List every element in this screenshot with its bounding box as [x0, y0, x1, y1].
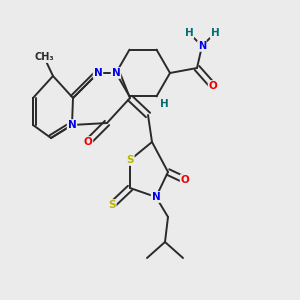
Text: H: H [184, 28, 194, 38]
Text: O: O [181, 175, 189, 185]
Text: N: N [152, 192, 160, 202]
Text: CH₃: CH₃ [34, 52, 54, 62]
Text: S: S [108, 200, 116, 210]
Text: H: H [160, 99, 168, 109]
Text: O: O [84, 137, 92, 147]
Text: H: H [211, 28, 219, 38]
Text: N: N [112, 68, 120, 78]
Text: N: N [68, 120, 76, 130]
Text: N: N [198, 41, 206, 51]
Text: CH₃: CH₃ [34, 52, 54, 62]
Text: S: S [126, 155, 134, 165]
Text: N: N [94, 68, 102, 78]
Text: O: O [208, 81, 217, 91]
